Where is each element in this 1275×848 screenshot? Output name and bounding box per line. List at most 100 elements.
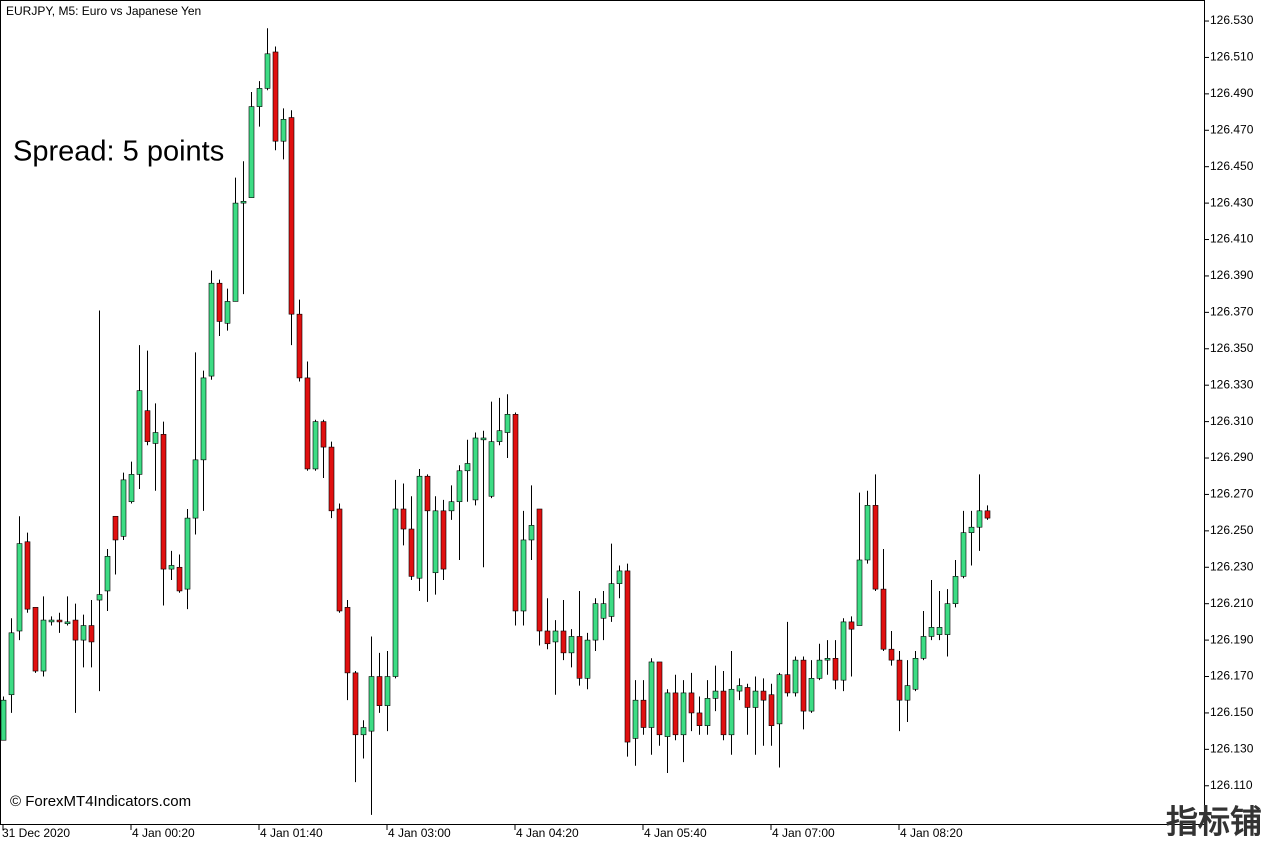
candle-body bbox=[736, 685, 743, 692]
candle-body bbox=[264, 53, 271, 89]
candle-body bbox=[296, 313, 303, 379]
candle-body bbox=[368, 676, 375, 732]
candle-body bbox=[512, 414, 519, 612]
x-tick-label: 4 Jan 07:00 bbox=[772, 826, 835, 840]
candle-body bbox=[712, 690, 719, 699]
candle-body bbox=[976, 510, 983, 528]
candle-body bbox=[256, 88, 263, 107]
candle-body bbox=[944, 603, 951, 635]
candle-body bbox=[64, 621, 71, 625]
y-tick-label: 126.170 bbox=[1210, 669, 1254, 683]
candle-body bbox=[288, 117, 295, 315]
candle-body bbox=[808, 678, 815, 712]
candle-body bbox=[184, 517, 191, 590]
candle-body bbox=[40, 619, 47, 672]
candle-body bbox=[8, 632, 15, 696]
candle-body bbox=[176, 566, 183, 592]
candle-body bbox=[928, 627, 935, 637]
candle-body bbox=[72, 619, 79, 641]
candle-body bbox=[88, 625, 95, 643]
candle-body bbox=[208, 282, 215, 377]
candle-body bbox=[752, 690, 759, 708]
candle-body bbox=[408, 528, 415, 577]
candle-body bbox=[280, 119, 287, 142]
candle-body bbox=[936, 627, 943, 635]
candle-body bbox=[536, 508, 543, 632]
candle-body bbox=[600, 603, 607, 619]
y-tick-label: 126.450 bbox=[1210, 159, 1254, 173]
candle-body bbox=[432, 510, 439, 574]
candle-body bbox=[48, 619, 55, 623]
candle-body bbox=[104, 556, 111, 592]
candle-body bbox=[832, 658, 839, 681]
y-tick-label: 126.210 bbox=[1210, 596, 1254, 610]
candle-body bbox=[704, 698, 711, 726]
candle-body bbox=[192, 459, 199, 519]
y-tick-label: 126.230 bbox=[1210, 559, 1254, 573]
candle-body bbox=[664, 692, 671, 737]
candle-body bbox=[120, 479, 127, 537]
candle-body bbox=[496, 430, 503, 442]
annotation: Spread: 5 points bbox=[13, 136, 224, 168]
candle-body bbox=[360, 727, 367, 736]
x-tick-label: 31 Dec 2020 bbox=[2, 826, 70, 840]
candle-body bbox=[560, 630, 567, 654]
candle-body bbox=[376, 676, 383, 706]
y-tick-label: 126.510 bbox=[1210, 50, 1254, 64]
candle-body bbox=[352, 672, 359, 736]
candle-body bbox=[56, 619, 63, 623]
candle-body bbox=[904, 685, 911, 701]
candle-body bbox=[168, 565, 175, 570]
candle-body bbox=[304, 377, 311, 470]
candle-body bbox=[888, 648, 895, 661]
candle-body bbox=[160, 434, 167, 570]
watermark: © ForexMT4Indicators.com bbox=[10, 793, 191, 810]
y-tick-label: 126.410 bbox=[1210, 232, 1254, 246]
y-tick-label: 126.330 bbox=[1210, 377, 1254, 391]
x-tick-label: 4 Jan 01:40 bbox=[260, 826, 323, 840]
candle-body bbox=[328, 446, 335, 512]
candle-body bbox=[96, 594, 103, 601]
y-tick-label: 126.530 bbox=[1210, 13, 1254, 27]
candle-body bbox=[240, 200, 247, 204]
candle-body bbox=[960, 532, 967, 577]
candle-body bbox=[144, 410, 151, 442]
y-tick-label: 126.270 bbox=[1210, 487, 1254, 501]
candle-body bbox=[776, 674, 783, 725]
candle-body bbox=[80, 625, 87, 641]
candle-body bbox=[848, 621, 855, 630]
candle-body bbox=[272, 51, 279, 142]
candle-body bbox=[792, 659, 799, 694]
candle-body bbox=[544, 630, 551, 645]
candle-body bbox=[384, 676, 391, 706]
candle-body bbox=[872, 505, 879, 590]
y-tick-label: 126.350 bbox=[1210, 341, 1254, 355]
candle-body bbox=[416, 475, 423, 579]
candle-body bbox=[640, 699, 647, 728]
candle-body bbox=[920, 636, 927, 659]
candle-body bbox=[800, 659, 807, 712]
candle-body bbox=[224, 301, 231, 324]
candle-body bbox=[968, 526, 975, 533]
candle-body bbox=[584, 639, 591, 679]
candle-body bbox=[336, 508, 343, 612]
candle-body bbox=[824, 658, 831, 661]
y-tick-label: 126.490 bbox=[1210, 86, 1254, 100]
y-tick-label: 126.250 bbox=[1210, 523, 1254, 537]
logo: 指标铺 bbox=[1166, 803, 1262, 839]
candle-body bbox=[392, 508, 399, 677]
y-tick-label: 126.430 bbox=[1210, 195, 1254, 209]
candle-body bbox=[576, 636, 583, 679]
y-tick-label: 126.390 bbox=[1210, 268, 1254, 282]
candle-body bbox=[440, 510, 447, 570]
candle-body bbox=[424, 475, 431, 512]
candle-body bbox=[400, 508, 407, 530]
candle-body bbox=[248, 106, 255, 198]
x-tick-label: 4 Jan 03:00 bbox=[388, 826, 451, 840]
y-tick-label: 126.190 bbox=[1210, 632, 1254, 646]
y-tick-label: 126.470 bbox=[1210, 122, 1254, 136]
candle-body bbox=[568, 636, 575, 654]
candle-body bbox=[152, 432, 159, 444]
candle-body bbox=[16, 543, 23, 632]
candle-body bbox=[896, 659, 903, 701]
